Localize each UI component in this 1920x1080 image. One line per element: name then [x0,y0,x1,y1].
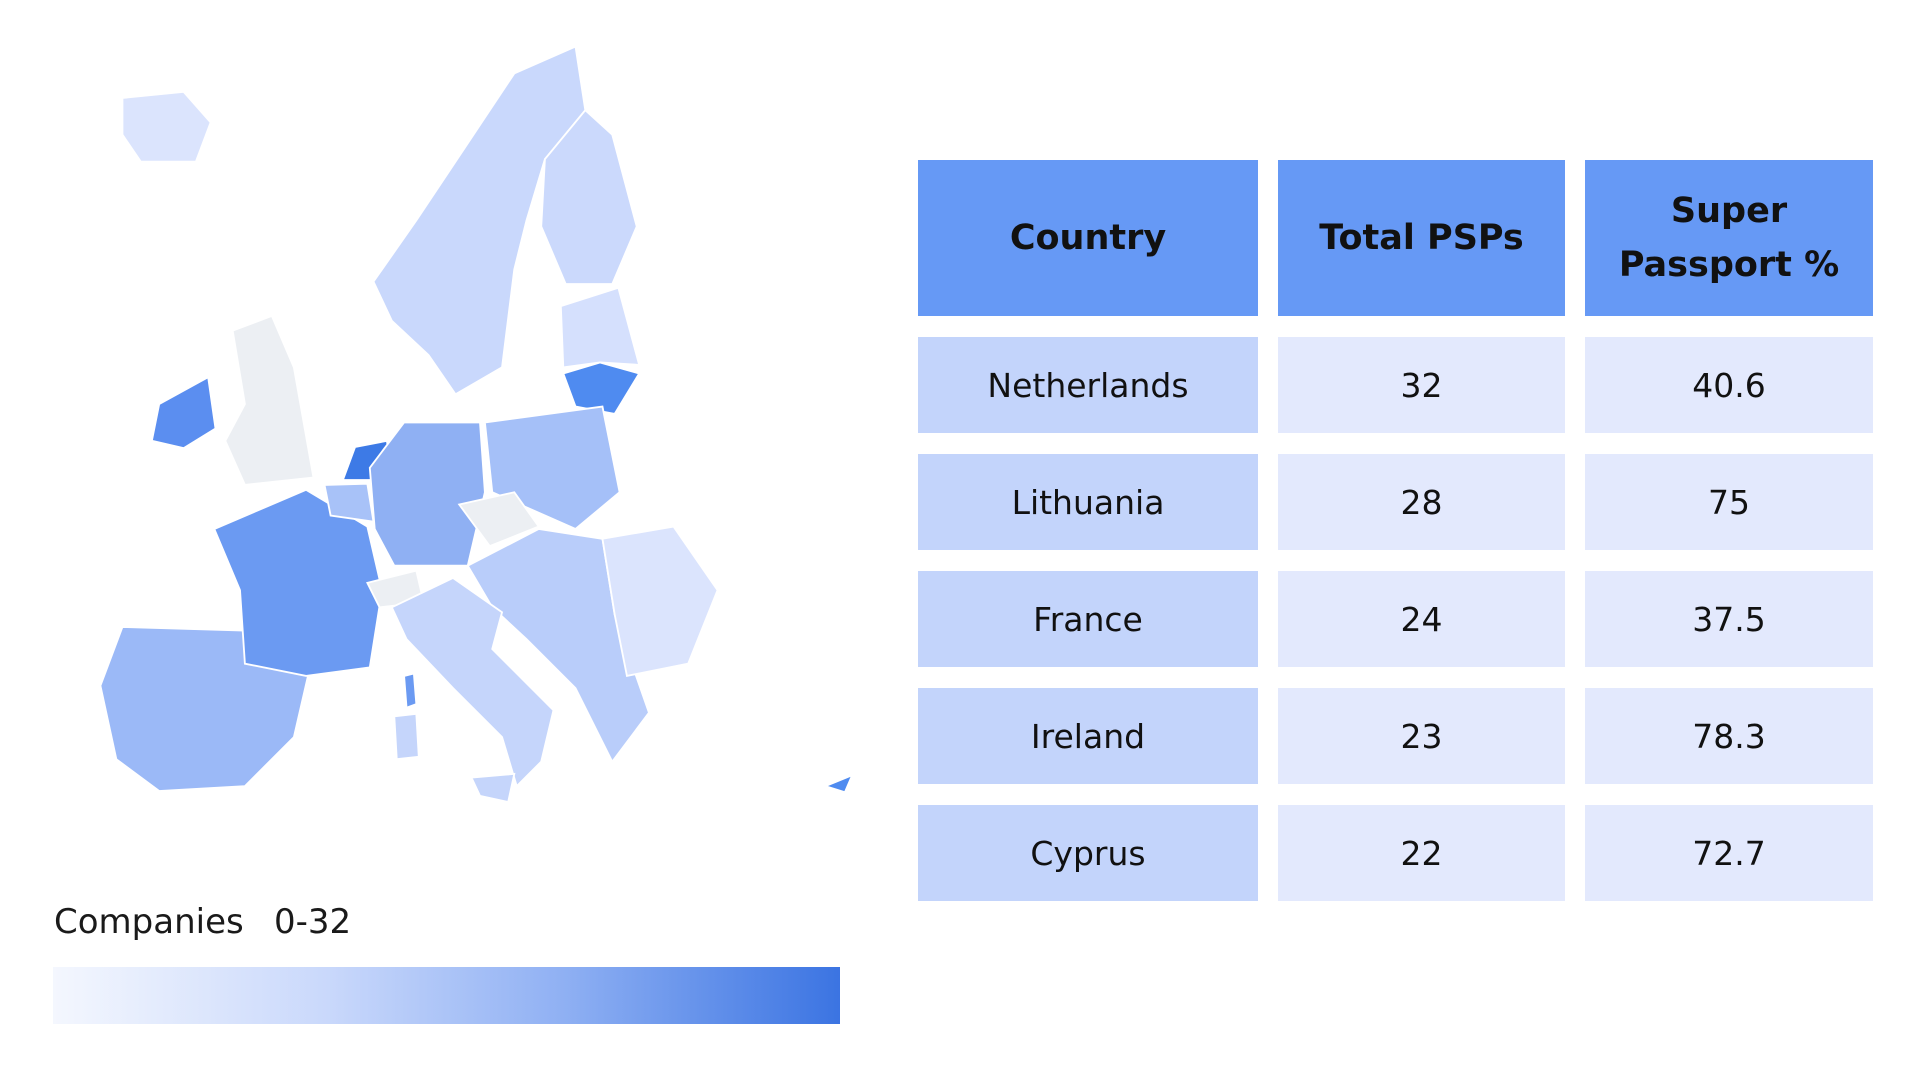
table-cell: 78.3 [1585,688,1873,784]
cell-text: France [1033,599,1143,639]
cell-text: 23 [1400,716,1443,756]
cell-text: 75 [1708,482,1750,522]
cell-text: Cyprus [1030,833,1146,873]
table-cell: 22 [1278,805,1565,901]
cyprus [822,773,854,794]
header-cell: Country [918,160,1258,316]
table-cell: 75 [1585,454,1873,550]
table-cell: Netherlands [918,337,1258,433]
table-cell: 24 [1278,571,1565,667]
cell-text: Netherlands [987,365,1189,405]
central-europe [466,528,651,764]
cell-text: 24 [1400,599,1443,639]
baltics [559,286,641,369]
legend-range: 0-32 [274,902,352,942]
cell-text: 22 [1400,833,1443,873]
corsica [403,672,418,710]
france [213,488,383,677]
table-cell: France [918,571,1258,667]
cell-text: Lithuania [1011,482,1165,522]
table-cell: 28 [1278,454,1565,550]
lithuania [562,361,641,415]
cell-text: Country [1009,218,1167,258]
uk [224,314,315,486]
sicily [470,772,516,804]
finland [540,108,638,286]
cell-text: Total PSPs [1319,218,1524,258]
table-cell: 72.7 [1585,805,1873,901]
legend-label: Companies [54,902,244,942]
table-cell: Ireland [918,688,1258,784]
belgium [323,482,375,523]
ireland [150,375,217,450]
table-cell: 23 [1278,688,1565,784]
cell-text: 72.7 [1692,833,1766,873]
table-cell: 37.5 [1585,571,1873,667]
table-cell: 40.6 [1585,337,1873,433]
cell-text: 37.5 [1692,599,1766,639]
cell-text: 32 [1400,365,1443,405]
header-cell: Super Passport % [1585,160,1873,316]
legend-gradient [53,967,840,1024]
cell-text: 28 [1400,482,1443,522]
scandinavia [372,45,587,396]
romania-bulgaria [601,525,719,678]
cell-text: 40.6 [1692,365,1766,405]
germany [368,421,486,567]
table-cell: Cyprus [918,805,1258,901]
czechia [457,491,541,548]
table-cell: Lithuania [918,454,1258,550]
iceland [121,90,212,163]
cell-text: Ireland [1030,716,1146,756]
italy [390,576,555,788]
cell-text: Super Passport % [1618,191,1840,285]
header-cell: Total PSPs [1278,160,1565,316]
europe-map [99,45,854,804]
table-cell: 32 [1278,337,1565,433]
cell-text: 78.3 [1692,716,1766,756]
sardinia [393,712,420,761]
